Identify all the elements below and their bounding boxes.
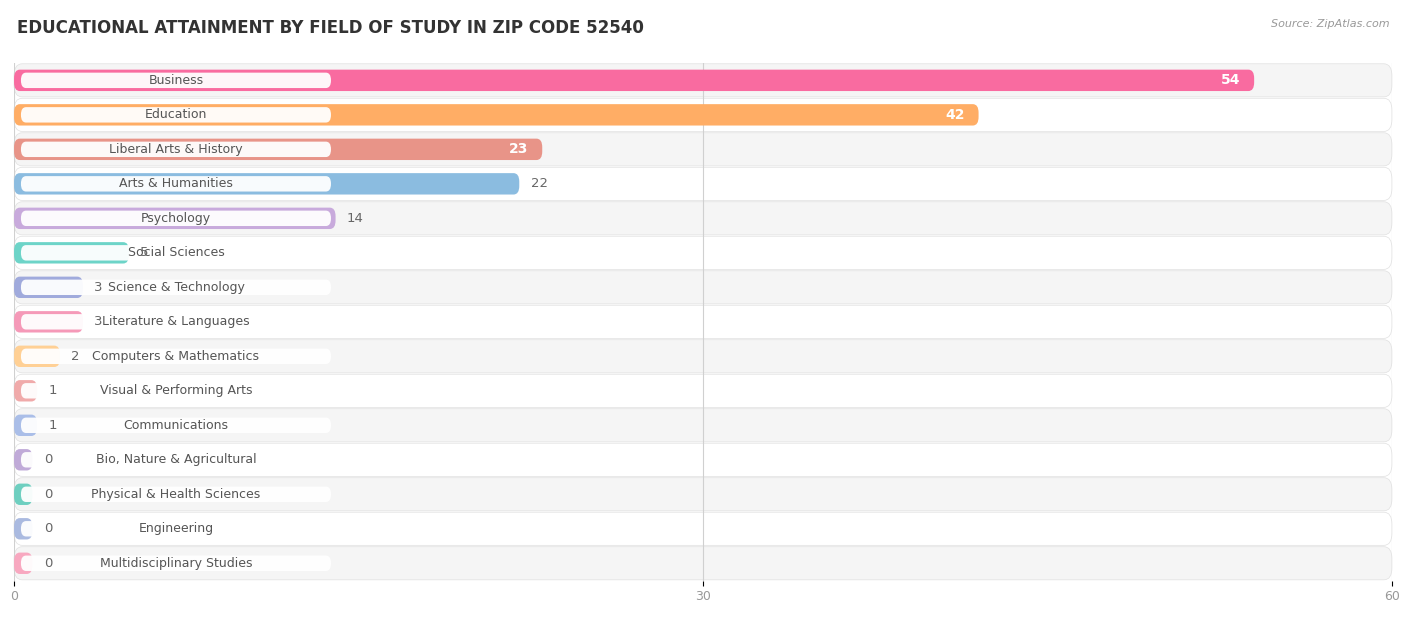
FancyBboxPatch shape: [14, 271, 1392, 304]
Text: Physical & Health Sciences: Physical & Health Sciences: [91, 488, 260, 501]
Text: Source: ZipAtlas.com: Source: ZipAtlas.com: [1271, 19, 1389, 29]
Text: Science & Technology: Science & Technology: [107, 281, 245, 294]
Text: Literature & Languages: Literature & Languages: [103, 316, 250, 328]
FancyBboxPatch shape: [14, 518, 32, 540]
Text: Multidisciplinary Studies: Multidisciplinary Studies: [100, 557, 252, 570]
FancyBboxPatch shape: [21, 280, 330, 295]
FancyBboxPatch shape: [21, 487, 330, 502]
FancyBboxPatch shape: [14, 478, 1392, 511]
Text: 5: 5: [141, 246, 149, 259]
FancyBboxPatch shape: [21, 452, 330, 468]
FancyBboxPatch shape: [21, 211, 330, 226]
Text: 14: 14: [347, 212, 364, 225]
FancyBboxPatch shape: [14, 512, 1392, 545]
FancyBboxPatch shape: [21, 73, 330, 88]
FancyBboxPatch shape: [14, 173, 519, 194]
FancyBboxPatch shape: [14, 98, 1392, 131]
FancyBboxPatch shape: [14, 546, 1392, 580]
FancyBboxPatch shape: [14, 374, 1392, 408]
FancyBboxPatch shape: [14, 311, 83, 333]
FancyBboxPatch shape: [14, 483, 32, 505]
FancyBboxPatch shape: [14, 69, 1254, 91]
FancyBboxPatch shape: [21, 348, 330, 364]
Text: Visual & Performing Arts: Visual & Performing Arts: [100, 384, 252, 398]
Text: 1: 1: [48, 384, 58, 398]
Text: 3: 3: [94, 281, 103, 294]
FancyBboxPatch shape: [21, 314, 330, 329]
Text: 0: 0: [44, 453, 52, 466]
Text: 22: 22: [531, 177, 548, 191]
FancyBboxPatch shape: [14, 339, 1392, 373]
Text: 42: 42: [945, 108, 965, 122]
Text: Business: Business: [149, 74, 204, 87]
Text: 3: 3: [94, 316, 103, 328]
FancyBboxPatch shape: [14, 346, 60, 367]
FancyBboxPatch shape: [21, 107, 330, 122]
Text: EDUCATIONAL ATTAINMENT BY FIELD OF STUDY IN ZIP CODE 52540: EDUCATIONAL ATTAINMENT BY FIELD OF STUDY…: [17, 19, 644, 37]
Text: Communications: Communications: [124, 419, 228, 432]
Text: 0: 0: [44, 522, 52, 535]
FancyBboxPatch shape: [21, 383, 330, 399]
FancyBboxPatch shape: [21, 521, 330, 536]
FancyBboxPatch shape: [14, 449, 32, 471]
FancyBboxPatch shape: [14, 139, 543, 160]
FancyBboxPatch shape: [14, 242, 129, 264]
FancyBboxPatch shape: [14, 104, 979, 126]
FancyBboxPatch shape: [14, 167, 1392, 201]
FancyBboxPatch shape: [21, 418, 330, 433]
Text: Psychology: Psychology: [141, 212, 211, 225]
FancyBboxPatch shape: [21, 245, 330, 261]
FancyBboxPatch shape: [14, 64, 1392, 97]
Text: 1: 1: [48, 419, 58, 432]
Text: Arts & Humanities: Arts & Humanities: [120, 177, 233, 191]
FancyBboxPatch shape: [14, 208, 336, 229]
Text: 0: 0: [44, 557, 52, 570]
Text: Liberal Arts & History: Liberal Arts & History: [110, 143, 243, 156]
Text: 23: 23: [509, 143, 529, 156]
FancyBboxPatch shape: [14, 236, 1392, 269]
FancyBboxPatch shape: [14, 380, 37, 401]
Text: Bio, Nature & Agricultural: Bio, Nature & Agricultural: [96, 453, 256, 466]
Text: Education: Education: [145, 109, 207, 121]
FancyBboxPatch shape: [14, 443, 1392, 476]
FancyBboxPatch shape: [14, 202, 1392, 235]
FancyBboxPatch shape: [14, 276, 83, 298]
Text: 54: 54: [1220, 73, 1240, 87]
Text: Engineering: Engineering: [138, 522, 214, 535]
FancyBboxPatch shape: [14, 553, 32, 574]
FancyBboxPatch shape: [14, 305, 1392, 338]
FancyBboxPatch shape: [14, 133, 1392, 166]
FancyBboxPatch shape: [14, 415, 37, 436]
FancyBboxPatch shape: [21, 555, 330, 571]
FancyBboxPatch shape: [21, 141, 330, 157]
Text: Social Sciences: Social Sciences: [128, 246, 225, 259]
Text: Computers & Mathematics: Computers & Mathematics: [93, 350, 260, 363]
Text: 2: 2: [72, 350, 80, 363]
Text: 0: 0: [44, 488, 52, 501]
FancyBboxPatch shape: [14, 409, 1392, 442]
FancyBboxPatch shape: [21, 176, 330, 192]
